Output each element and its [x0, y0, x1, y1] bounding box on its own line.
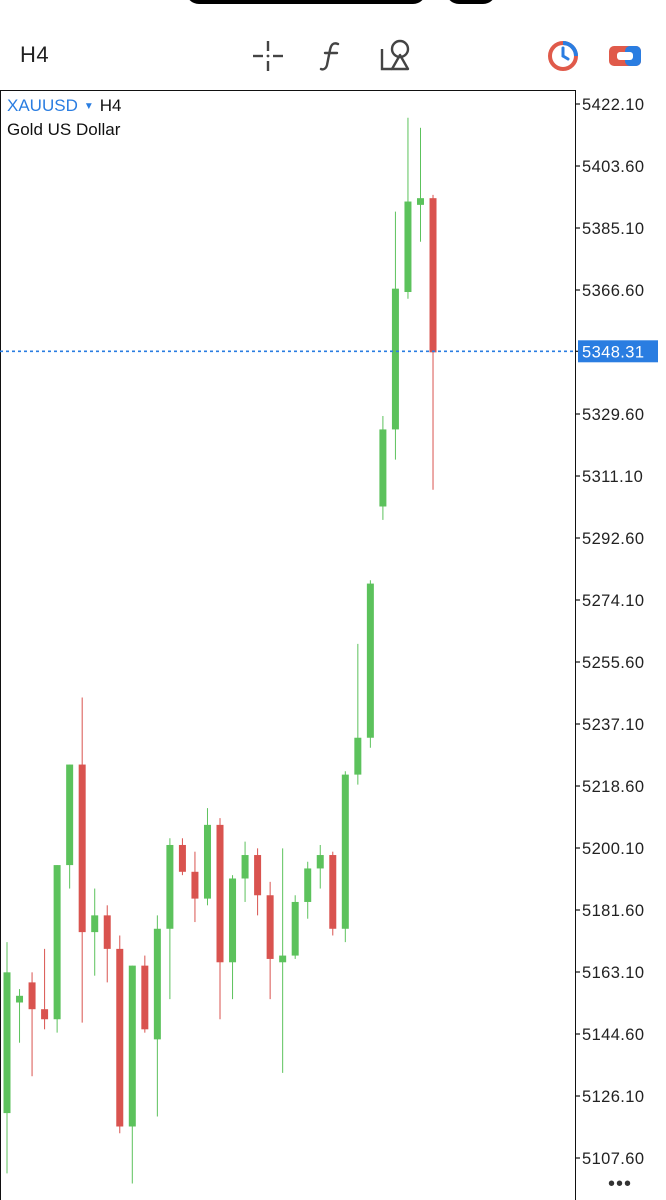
y-tick-label: 5385.10: [582, 220, 644, 238]
crosshair-icon[interactable]: [248, 36, 288, 76]
more-icon[interactable]: •••: [607, 1173, 632, 1195]
candle-body: [391, 288, 399, 430]
chart-area[interactable]: 5422.10 5403.60 5385.10 5366.60 5329.60 5311.…: [0, 90, 666, 1200]
y-tick-label: 5403.60: [582, 158, 644, 176]
candle-body: [216, 824, 224, 963]
candle-body: [291, 901, 299, 956]
candle-body: [53, 865, 61, 1020]
candle-body: [78, 764, 86, 933]
candle-body: [166, 844, 174, 929]
candle-body: [366, 583, 374, 738]
status-bar-dot: [446, 0, 496, 4]
candle-body: [116, 948, 124, 1127]
candle-body: [266, 895, 274, 959]
symbol-description: Gold US Dollar: [7, 120, 121, 139]
y-tick-label: 5292.60: [582, 530, 644, 548]
candle-body: [28, 982, 36, 1010]
timeframe-button[interactable]: H4: [20, 42, 50, 67]
y-tick-label: 5311.10: [582, 468, 643, 486]
candle-body: [404, 201, 412, 293]
symbol-dropdown-icon[interactable]: ▼: [83, 100, 94, 112]
candle-body: [178, 844, 186, 872]
candle-body: [241, 855, 249, 879]
candle-body: [354, 737, 362, 775]
chart-frame: [0, 90, 576, 1200]
candle-body: [66, 764, 74, 866]
y-tick-label: 5237.10: [582, 716, 644, 734]
candle-body: [279, 955, 287, 963]
candle-body: [103, 915, 111, 949]
y-tick-label: 5163.10: [582, 964, 644, 982]
candle-body: [191, 871, 199, 899]
clock-icon[interactable]: [543, 36, 583, 76]
candle-body: [316, 855, 324, 869]
current-price-label: 5348.31: [582, 343, 644, 361]
chart-toolbar: H4: [0, 30, 666, 80]
current-price-badge: [578, 340, 658, 363]
candle-body: [153, 928, 161, 1040]
objects-icon[interactable]: [377, 36, 417, 76]
candle-body: [304, 868, 312, 902]
symbol-name[interactable]: XAUUSD: [7, 96, 78, 115]
candle-body: [329, 855, 337, 929]
candle-body: [141, 965, 149, 1030]
y-tick-label: 5366.60: [582, 282, 644, 300]
candlestick-chart[interactable]: 5422.10 5403.60 5385.10 5366.60 5329.60 5311.…: [0, 90, 666, 1200]
candle-body: [229, 878, 237, 963]
function-icon[interactable]: [312, 36, 352, 76]
candle-body: [254, 855, 262, 896]
y-tick-label: 5422.10: [582, 96, 644, 114]
y-tick-label: 5144.60: [582, 1026, 644, 1044]
y-tick-label: 5200.10: [582, 840, 644, 858]
candle-body: [91, 915, 99, 933]
candle-body: [379, 429, 387, 507]
candle-body: [16, 995, 24, 1003]
y-tick-label: 5107.60: [582, 1150, 644, 1168]
candle-body: [128, 965, 136, 1127]
status-bar-pill: [186, 0, 426, 4]
candle-body: [429, 198, 437, 353]
y-tick-label: 5181.60: [582, 902, 644, 920]
y-tick-label: 5274.10: [582, 592, 644, 610]
symbol-info: XAUUSD ▼ H4 Gold US Dollar: [7, 96, 122, 140]
y-tick-label: 5218.60: [582, 778, 644, 796]
y-tick-label: 5329.60: [582, 406, 644, 424]
y-tick-label: 5255.60: [582, 654, 644, 672]
y-tick-label: 5126.10: [582, 1088, 644, 1106]
symbol-timeframe: H4: [99, 96, 122, 115]
trade-icon[interactable]: [605, 36, 645, 76]
candle-body: [41, 1009, 49, 1020]
candle-body: [341, 774, 349, 929]
candle-body: [203, 824, 211, 899]
candle-body: [3, 972, 11, 1114]
candle-body: [416, 198, 424, 205]
